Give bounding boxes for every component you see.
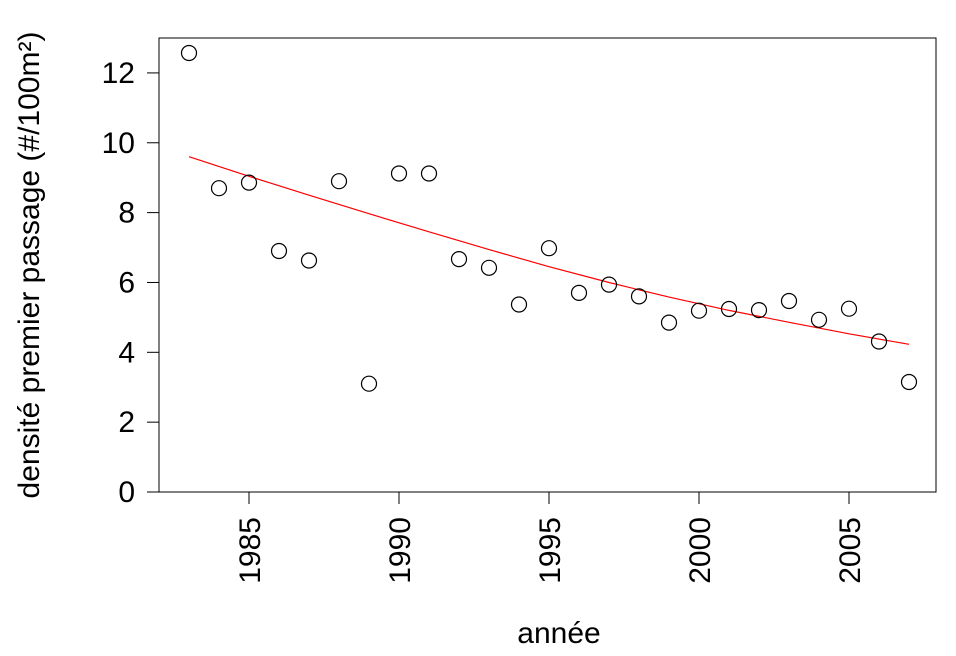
data-point [900, 373, 918, 391]
data-point [180, 44, 198, 62]
data-point [630, 288, 648, 305]
data-point [840, 300, 858, 317]
data-point [600, 276, 618, 293]
data-point [240, 174, 258, 191]
data-point [300, 252, 318, 269]
data-point [870, 333, 888, 350]
x-ticks: 1985 1990 1995 2000 2005 [234, 492, 867, 584]
y-tick-label: 8 [118, 197, 135, 230]
points-layer [180, 44, 918, 392]
y-tick-label: 4 [118, 336, 135, 369]
data-point [360, 375, 378, 392]
y-tick-label: 10 [102, 127, 135, 160]
data-point [330, 173, 348, 190]
data-point [480, 259, 498, 276]
y-tick-label: 2 [118, 406, 135, 439]
data-point [210, 180, 228, 197]
data-point [780, 292, 798, 310]
y-ticks: 0 2 4 6 8 10 12 [102, 57, 159, 509]
x-tick-label: 2000 [684, 517, 717, 584]
trend-layer [188, 156, 910, 345]
data-point [810, 311, 828, 328]
data-point [450, 251, 468, 268]
data-point [420, 165, 438, 182]
data-point [690, 302, 708, 319]
plot-box [158, 37, 937, 493]
data-point [390, 165, 408, 182]
x-axis-label: année [517, 617, 600, 650]
data-point [510, 296, 528, 313]
trend-line [188, 156, 910, 345]
x-tick-label: 2005 [834, 517, 867, 584]
x-tick-label: 1985 [234, 517, 267, 584]
data-point [570, 284, 588, 301]
data-point [540, 240, 558, 257]
data-point [270, 242, 288, 260]
y-tick-label: 0 [118, 476, 135, 509]
y-axis-label: densité premier passage (#/100m²) [13, 32, 46, 499]
y-tick-label: 12 [102, 57, 135, 90]
data-point [750, 302, 768, 319]
y-tick-label: 6 [118, 266, 135, 299]
data-point [660, 314, 678, 331]
x-tick-label: 1995 [534, 517, 567, 584]
x-tick-label: 1990 [384, 517, 417, 584]
data-point [720, 300, 738, 318]
